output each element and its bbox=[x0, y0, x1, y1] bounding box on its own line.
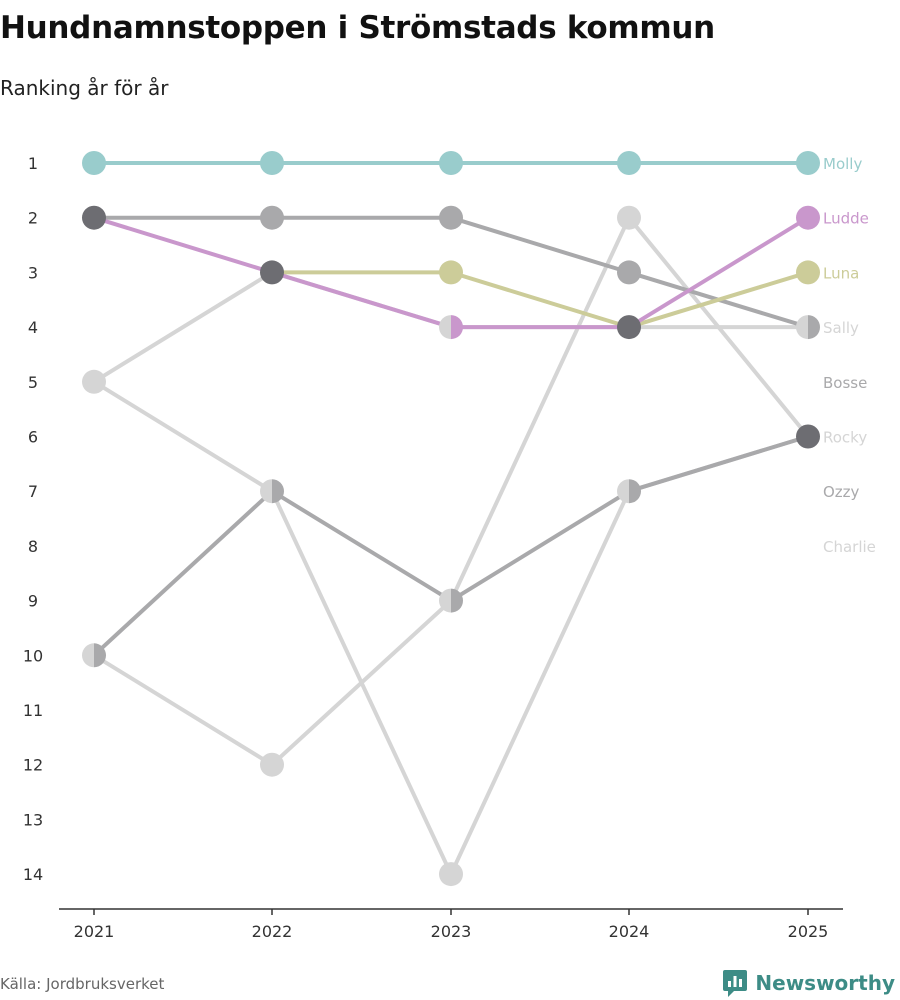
marker-molly-2022 bbox=[260, 151, 284, 175]
source-note: Källa: Jordbruksverket bbox=[0, 975, 165, 993]
marker-ozzy-2023 bbox=[439, 862, 463, 887]
x-tick-label-2023: 2023 bbox=[431, 922, 472, 941]
y-tick-label-5: 5 bbox=[28, 373, 38, 392]
y-tick-label-9: 9 bbox=[28, 592, 38, 611]
series-label-luna: Luna bbox=[823, 264, 859, 282]
bar-chart-bubble-icon bbox=[723, 970, 748, 997]
y-tick-label-14: 14 bbox=[23, 865, 43, 884]
marker-luna-2025 bbox=[796, 260, 820, 285]
marker-right-half-2022-rank-7 bbox=[272, 479, 284, 504]
y-tick-label-8: 8 bbox=[28, 537, 38, 556]
marker-left-half-2023-rank-4 bbox=[439, 315, 451, 340]
y-tick-label-12: 12 bbox=[23, 756, 43, 775]
marker-molly-2025 bbox=[796, 151, 820, 175]
marker-rocky-2023 bbox=[439, 205, 463, 230]
series-line-ozzy bbox=[92, 379, 810, 877]
series-labels: Molly Ludde Luna Sally Bosse Rocky Ozzy Charlie bbox=[823, 155, 876, 556]
marker-dark-2022-rank-3 bbox=[260, 260, 284, 285]
series-label-molly: Molly bbox=[823, 155, 862, 173]
y-tick-label-10: 10 bbox=[23, 646, 43, 665]
brand-name: Newsworthy bbox=[755, 971, 895, 995]
marker-luna-2023 bbox=[439, 260, 463, 285]
series-label-sally: Sally bbox=[823, 319, 859, 337]
marker-right-half-2023-rank-4 bbox=[451, 315, 464, 340]
x-tick-label-2022: 2022 bbox=[252, 922, 293, 941]
marker-left-half-2023-rank-9 bbox=[439, 588, 451, 613]
series-points bbox=[82, 151, 820, 887]
series-label-charlie: Charlie bbox=[823, 538, 876, 556]
marker-ozzy-2021 bbox=[82, 369, 106, 394]
series-label-ludde: Ludde bbox=[823, 210, 869, 228]
marker-dark-2021-rank-2 bbox=[82, 205, 106, 230]
y-tick-label-11: 11 bbox=[23, 701, 43, 720]
marker-molly-2024 bbox=[617, 151, 641, 175]
marker-left-half-2024-rank-7 bbox=[617, 479, 629, 504]
series-label-rocky: Rocky bbox=[823, 429, 867, 447]
marker-left-half-2025-rank-4 bbox=[796, 315, 808, 340]
chart-title: Hundnamnstoppen i Strömstads kommun bbox=[0, 10, 715, 46]
y-tick-label-13: 13 bbox=[23, 810, 43, 829]
y-tick-label-6: 6 bbox=[28, 428, 38, 447]
y-tick-label-1: 1 bbox=[28, 154, 38, 173]
marker-molly-2021 bbox=[82, 151, 106, 175]
y-tick-label-4: 4 bbox=[28, 318, 38, 337]
marker-left-half-2021-rank-10 bbox=[82, 643, 94, 668]
brand-logo[interactable]: Newsworthy bbox=[722, 968, 895, 998]
marker-rocky-2024 bbox=[617, 260, 641, 285]
y-tick-label-2: 2 bbox=[28, 209, 38, 228]
series-label-bosse: Bosse bbox=[823, 374, 867, 392]
marker-rocky-2022 bbox=[260, 205, 284, 230]
x-tick-label-2024: 2024 bbox=[609, 922, 650, 941]
marker-ludde-2025 bbox=[796, 205, 820, 230]
series-line-bosse bbox=[92, 434, 810, 658]
y-tick-label-3: 3 bbox=[28, 263, 38, 282]
marker-left-half-2022-rank-7 bbox=[260, 479, 272, 504]
marker-right-half-2024-rank-7 bbox=[629, 479, 641, 504]
x-tick-label-2021: 2021 bbox=[74, 922, 115, 941]
marker-right-half-2021-rank-10 bbox=[94, 643, 107, 668]
marker-dark-2025-rank-6 bbox=[796, 424, 820, 449]
x-axis: 2021 2022 2023 2024 2025 bbox=[59, 908, 843, 941]
series-line-luna bbox=[270, 270, 810, 330]
marker-charlie-2024 bbox=[617, 205, 641, 230]
series-line-charlie bbox=[92, 215, 810, 767]
x-tick-label-2025: 2025 bbox=[788, 922, 829, 941]
y-tick-label-7: 7 bbox=[28, 482, 38, 501]
series-label-ozzy: Ozzy bbox=[823, 483, 860, 501]
marker-dark-2024-rank-4 bbox=[617, 315, 641, 340]
marker-right-half-2025-rank-4 bbox=[808, 315, 820, 340]
marker-molly-2023 bbox=[439, 151, 463, 175]
marker-charlie-2022 bbox=[260, 752, 284, 777]
marker-right-half-2023-rank-9 bbox=[451, 588, 464, 613]
chart-subtitle: Ranking år för år bbox=[0, 76, 169, 100]
